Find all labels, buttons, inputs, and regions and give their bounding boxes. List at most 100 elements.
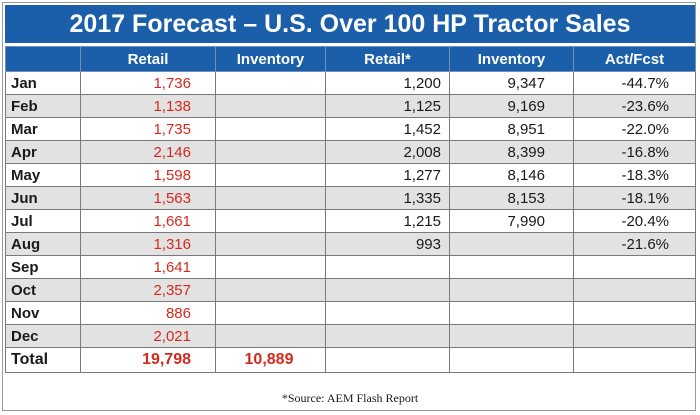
retail-cell: 2,357 <box>80 278 216 302</box>
act-fcst-cell <box>573 255 696 279</box>
header-act-fcst: Act/Fcst <box>573 46 696 72</box>
retail-cell: 19,798 <box>80 347 216 373</box>
month-cell: Oct <box>5 278 81 302</box>
report-title: 2017 Forecast – U.S. Over 100 HP Tractor… <box>5 5 695 43</box>
month-cell: Jan <box>5 71 81 95</box>
header-retail-2017: Retail* <box>325 46 450 72</box>
act-fcst-cell: -22.0% <box>573 117 696 141</box>
retail-cell: 886 <box>80 301 216 325</box>
inventory-cell <box>215 71 326 95</box>
retail-forecast-cell <box>325 255 450 279</box>
inventory-forecast-cell: 9,347 <box>449 71 574 95</box>
header-inventory-2016: Inventory <box>215 46 326 72</box>
act-fcst-cell: -18.3% <box>573 163 696 187</box>
act-fcst-cell: -21.6% <box>573 232 696 256</box>
retail-cell: 1,641 <box>80 255 216 279</box>
inventory-forecast-cell <box>449 255 574 279</box>
act-fcst-cell: -44.7% <box>573 71 696 95</box>
inventory-cell <box>215 255 326 279</box>
header-row: Retail Inventory Retail* Inventory Act/F… <box>5 46 696 72</box>
inventory-cell <box>215 232 326 256</box>
inventory-forecast-cell: 8,146 <box>449 163 574 187</box>
table-row: Nov 886 <box>5 301 696 325</box>
table-row: Feb 1,138 1,125 9,169 -23.6% <box>5 94 696 118</box>
retail-forecast-cell: 1,200 <box>325 71 450 95</box>
inventory-cell <box>215 209 326 233</box>
table-row: Jan 1,736 1,200 9,347 -44.7% <box>5 71 696 95</box>
retail-cell: 2,021 <box>80 324 216 348</box>
inventory-forecast-cell: 7,990 <box>449 209 574 233</box>
act-fcst-cell: -16.8% <box>573 140 696 164</box>
table-row: May 1,598 1,277 8,146 -18.3% <box>5 163 696 187</box>
retail-forecast-cell: 1,215 <box>325 209 450 233</box>
retail-cell: 1,563 <box>80 186 216 210</box>
retail-cell: 1,598 <box>80 163 216 187</box>
source-note: *Source: AEM Flash Report <box>281 391 419 405</box>
act-fcst-cell: -18.1% <box>573 186 696 210</box>
table-row: Dec 2,021 <box>5 324 696 348</box>
retail-cell: 1,316 <box>80 232 216 256</box>
retail-forecast-cell: 1,125 <box>325 94 450 118</box>
inventory-forecast-cell <box>449 324 574 348</box>
header-month <box>5 46 81 72</box>
act-fcst-cell <box>573 278 696 302</box>
table-row: Jun 1,563 1,335 8,153 -18.1% <box>5 186 696 210</box>
inventory-cell <box>215 301 326 325</box>
month-cell: Feb <box>5 94 81 118</box>
retail-forecast-cell: 1,335 <box>325 186 450 210</box>
retail-cell: 1,736 <box>80 71 216 95</box>
inventory-forecast-cell: 8,399 <box>449 140 574 164</box>
table-row: Aug 1,316 993 -21.6% <box>5 232 696 256</box>
retail-forecast-cell <box>325 347 450 373</box>
act-fcst-cell: -23.6% <box>573 94 696 118</box>
inventory-cell: 10,889 <box>215 347 326 373</box>
retail-forecast-cell <box>325 278 450 302</box>
inventory-cell <box>215 140 326 164</box>
inventory-forecast-cell <box>449 301 574 325</box>
month-cell: Aug <box>5 232 81 256</box>
act-fcst-cell <box>573 301 696 325</box>
inventory-forecast-cell: 9,169 <box>449 94 574 118</box>
inventory-cell <box>215 163 326 187</box>
retail-cell: 1,735 <box>80 117 216 141</box>
inventory-forecast-cell: 8,153 <box>449 186 574 210</box>
retail-forecast-cell: 993 <box>325 232 450 256</box>
table-row: Oct 2,357 <box>5 278 696 302</box>
table-row: Mar 1,735 1,452 8,951 -22.0% <box>5 117 696 141</box>
inventory-forecast-cell <box>449 278 574 302</box>
inventory-cell <box>215 324 326 348</box>
act-fcst-cell <box>573 324 696 348</box>
total-row: Total 19,798 10,889 <box>5 347 696 373</box>
table-row: Apr 2,146 2,008 8,399 -16.8% <box>5 140 696 164</box>
retail-forecast-cell: 2,008 <box>325 140 450 164</box>
retail-forecast-cell <box>325 301 450 325</box>
inventory-cell <box>215 186 326 210</box>
inventory-cell <box>215 94 326 118</box>
header-inventory-2017: Inventory <box>449 46 574 72</box>
month-cell: Dec <box>5 324 81 348</box>
table-row: Sep 1,641 <box>5 255 696 279</box>
month-cell: Mar <box>5 117 81 141</box>
inventory-cell <box>215 117 326 141</box>
retail-cell: 1,138 <box>80 94 216 118</box>
month-cell: Nov <box>5 301 81 325</box>
retail-forecast-cell: 1,452 <box>325 117 450 141</box>
month-cell: Jul <box>5 209 81 233</box>
table-row: Jul 1,661 1,215 7,990 -20.4% <box>5 209 696 233</box>
sales-table: Retail Inventory Retail* Inventory Act/F… <box>5 46 696 373</box>
inventory-forecast-cell <box>449 232 574 256</box>
month-cell: May <box>5 163 81 187</box>
act-fcst-cell <box>573 347 696 373</box>
retail-forecast-cell: 1,277 <box>325 163 450 187</box>
retail-cell: 2,146 <box>80 140 216 164</box>
retail-cell: 1,661 <box>80 209 216 233</box>
inventory-forecast-cell: 8,951 <box>449 117 574 141</box>
retail-forecast-cell <box>325 324 450 348</box>
month-cell: Total <box>5 347 81 373</box>
month-cell: Apr <box>5 140 81 164</box>
header-retail-2016: Retail <box>80 46 216 72</box>
month-cell: Sep <box>5 255 81 279</box>
act-fcst-cell: -20.4% <box>573 209 696 233</box>
inventory-forecast-cell <box>449 347 574 373</box>
month-cell: Jun <box>5 186 81 210</box>
